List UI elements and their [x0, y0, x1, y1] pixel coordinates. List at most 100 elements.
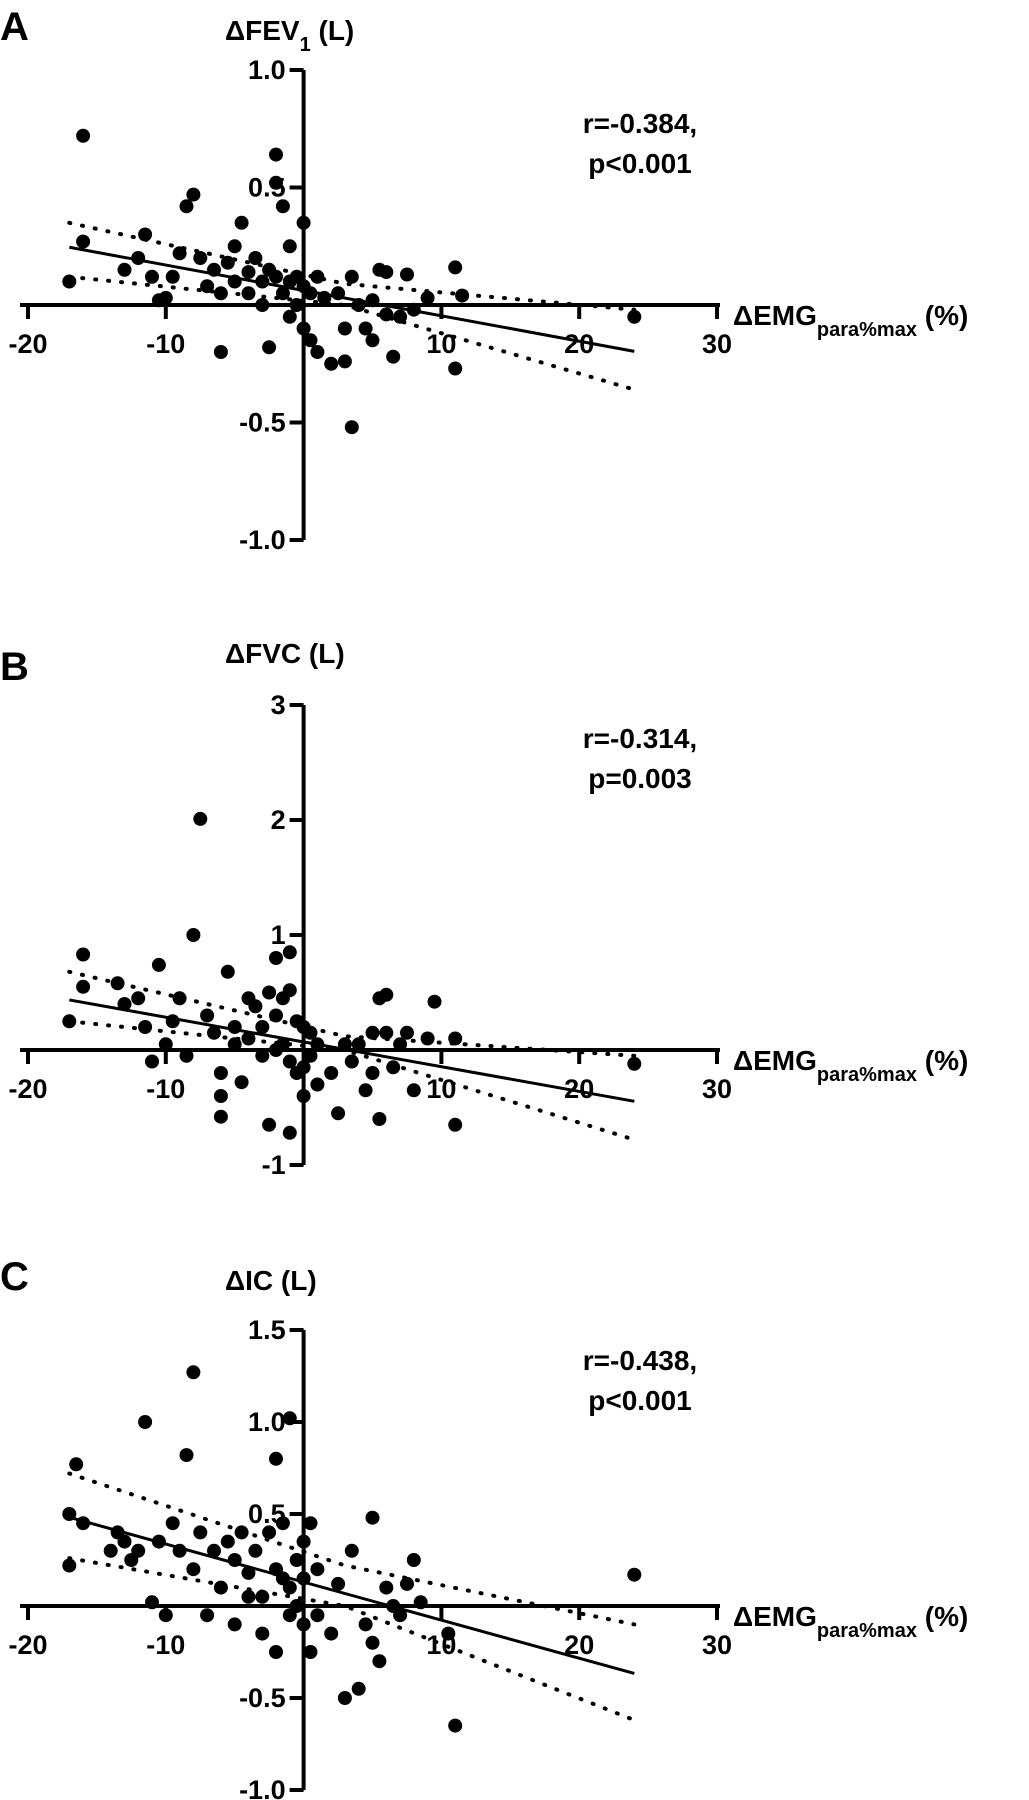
data-point	[448, 1718, 463, 1733]
data-point	[351, 1037, 366, 1052]
data-point	[227, 1020, 242, 1034]
data-point	[262, 340, 277, 355]
x-axis-label-main: ΔEMG	[733, 1045, 817, 1076]
data-point	[62, 1014, 77, 1029]
data-point	[351, 1681, 366, 1696]
x-tick-label: -20	[8, 329, 47, 359]
data-point	[158, 1608, 173, 1623]
data-point	[393, 309, 408, 324]
data-point	[289, 298, 304, 312]
data-point	[213, 1066, 228, 1080]
data-point	[262, 985, 277, 1000]
data-point	[324, 1066, 339, 1080]
data-point	[207, 1025, 221, 1040]
data-point	[282, 239, 297, 254]
data-point	[282, 1054, 297, 1069]
data-point	[220, 964, 235, 979]
x-axis-label: ΔEMGpara%max (%)	[733, 300, 968, 341]
data-point	[62, 1507, 77, 1521]
data-point	[269, 1008, 283, 1023]
data-point	[227, 1037, 242, 1052]
data-point	[406, 302, 421, 317]
data-point	[269, 269, 283, 284]
data-point	[248, 999, 263, 1014]
data-point	[62, 274, 77, 289]
x-tick-label: 30	[702, 329, 732, 359]
data-point	[331, 1576, 346, 1591]
y-tick-label: 2	[271, 805, 286, 835]
data-point	[406, 1553, 421, 1567]
x-axis-label-sub: para%max	[817, 319, 917, 341]
data-point	[365, 1025, 380, 1040]
y-axis-label-sub: 1	[300, 34, 311, 56]
data-point	[393, 1608, 408, 1623]
data-point	[324, 1626, 339, 1641]
data-point	[145, 1595, 159, 1610]
y-axis-label: ΔFEV1 (L)	[225, 15, 354, 56]
data-point	[344, 269, 359, 284]
y-tick-label: 1.5	[248, 1315, 286, 1345]
y-axis-label-unit: (L)	[301, 638, 345, 669]
x-tick-label: 30	[702, 1074, 732, 1104]
data-point	[200, 279, 215, 294]
data-point	[282, 1411, 297, 1426]
data-point	[275, 199, 290, 214]
data-point	[627, 1567, 642, 1582]
data-point	[372, 1112, 387, 1126]
x-tick-label: -10	[146, 1074, 185, 1104]
x-tick-label: 30	[702, 1630, 732, 1660]
data-point	[420, 290, 435, 305]
data-point	[310, 1562, 325, 1577]
data-point	[386, 349, 401, 364]
data-point	[269, 951, 283, 965]
data-point	[117, 997, 132, 1011]
data-point	[337, 1691, 352, 1705]
y-tick-label: 3	[271, 690, 286, 720]
data-point	[193, 811, 208, 826]
x-axis-label: ΔEMGpara%max (%)	[733, 1045, 968, 1086]
data-point	[289, 1599, 304, 1613]
data-point	[427, 994, 442, 1009]
data-point	[296, 1534, 311, 1549]
x-tick-label: -20	[8, 1074, 47, 1104]
data-point	[255, 1589, 270, 1604]
data-point	[227, 274, 242, 289]
data-point	[62, 1558, 77, 1573]
data-point	[275, 286, 290, 301]
data-point	[358, 321, 373, 336]
stat-r: r=-0.384,	[583, 108, 697, 139]
data-point	[365, 1510, 380, 1525]
data-point	[358, 1617, 373, 1632]
data-point	[420, 1031, 435, 1046]
y-axis-label-main: ΔIC	[225, 1265, 273, 1296]
data-point	[303, 1048, 318, 1063]
data-point	[131, 1543, 146, 1558]
data-point	[365, 293, 380, 308]
data-point	[269, 1451, 283, 1466]
regression-line	[69, 245, 635, 353]
data-point	[200, 1608, 215, 1623]
y-tick-label: -1	[262, 1150, 286, 1180]
y-tick-label: 1.0	[248, 1407, 286, 1437]
panel-c: C ΔIC (L)r=-0.438,p<0.0011.51.00.5-0.5-1.…	[0, 1255, 968, 1800]
data-point	[379, 1025, 394, 1040]
x-axis-label-main: ΔEMG	[733, 300, 817, 331]
data-point	[76, 234, 91, 249]
data-point	[255, 1048, 270, 1063]
data-point	[448, 361, 463, 376]
data-point	[400, 1025, 414, 1040]
data-point	[69, 1457, 84, 1472]
x-axis-label: ΔEMGpara%max (%)	[733, 1601, 968, 1642]
data-point	[117, 1534, 132, 1549]
data-point	[186, 928, 201, 942]
data-point	[158, 290, 173, 305]
data-point	[213, 286, 228, 301]
data-point	[227, 239, 242, 254]
data-point	[76, 947, 91, 962]
data-point	[241, 1031, 256, 1046]
data-point	[282, 309, 297, 324]
x-axis-label-unit: (%)	[917, 300, 968, 331]
data-point	[269, 147, 283, 162]
y-axis-label: ΔIC (L)	[225, 1265, 317, 1296]
